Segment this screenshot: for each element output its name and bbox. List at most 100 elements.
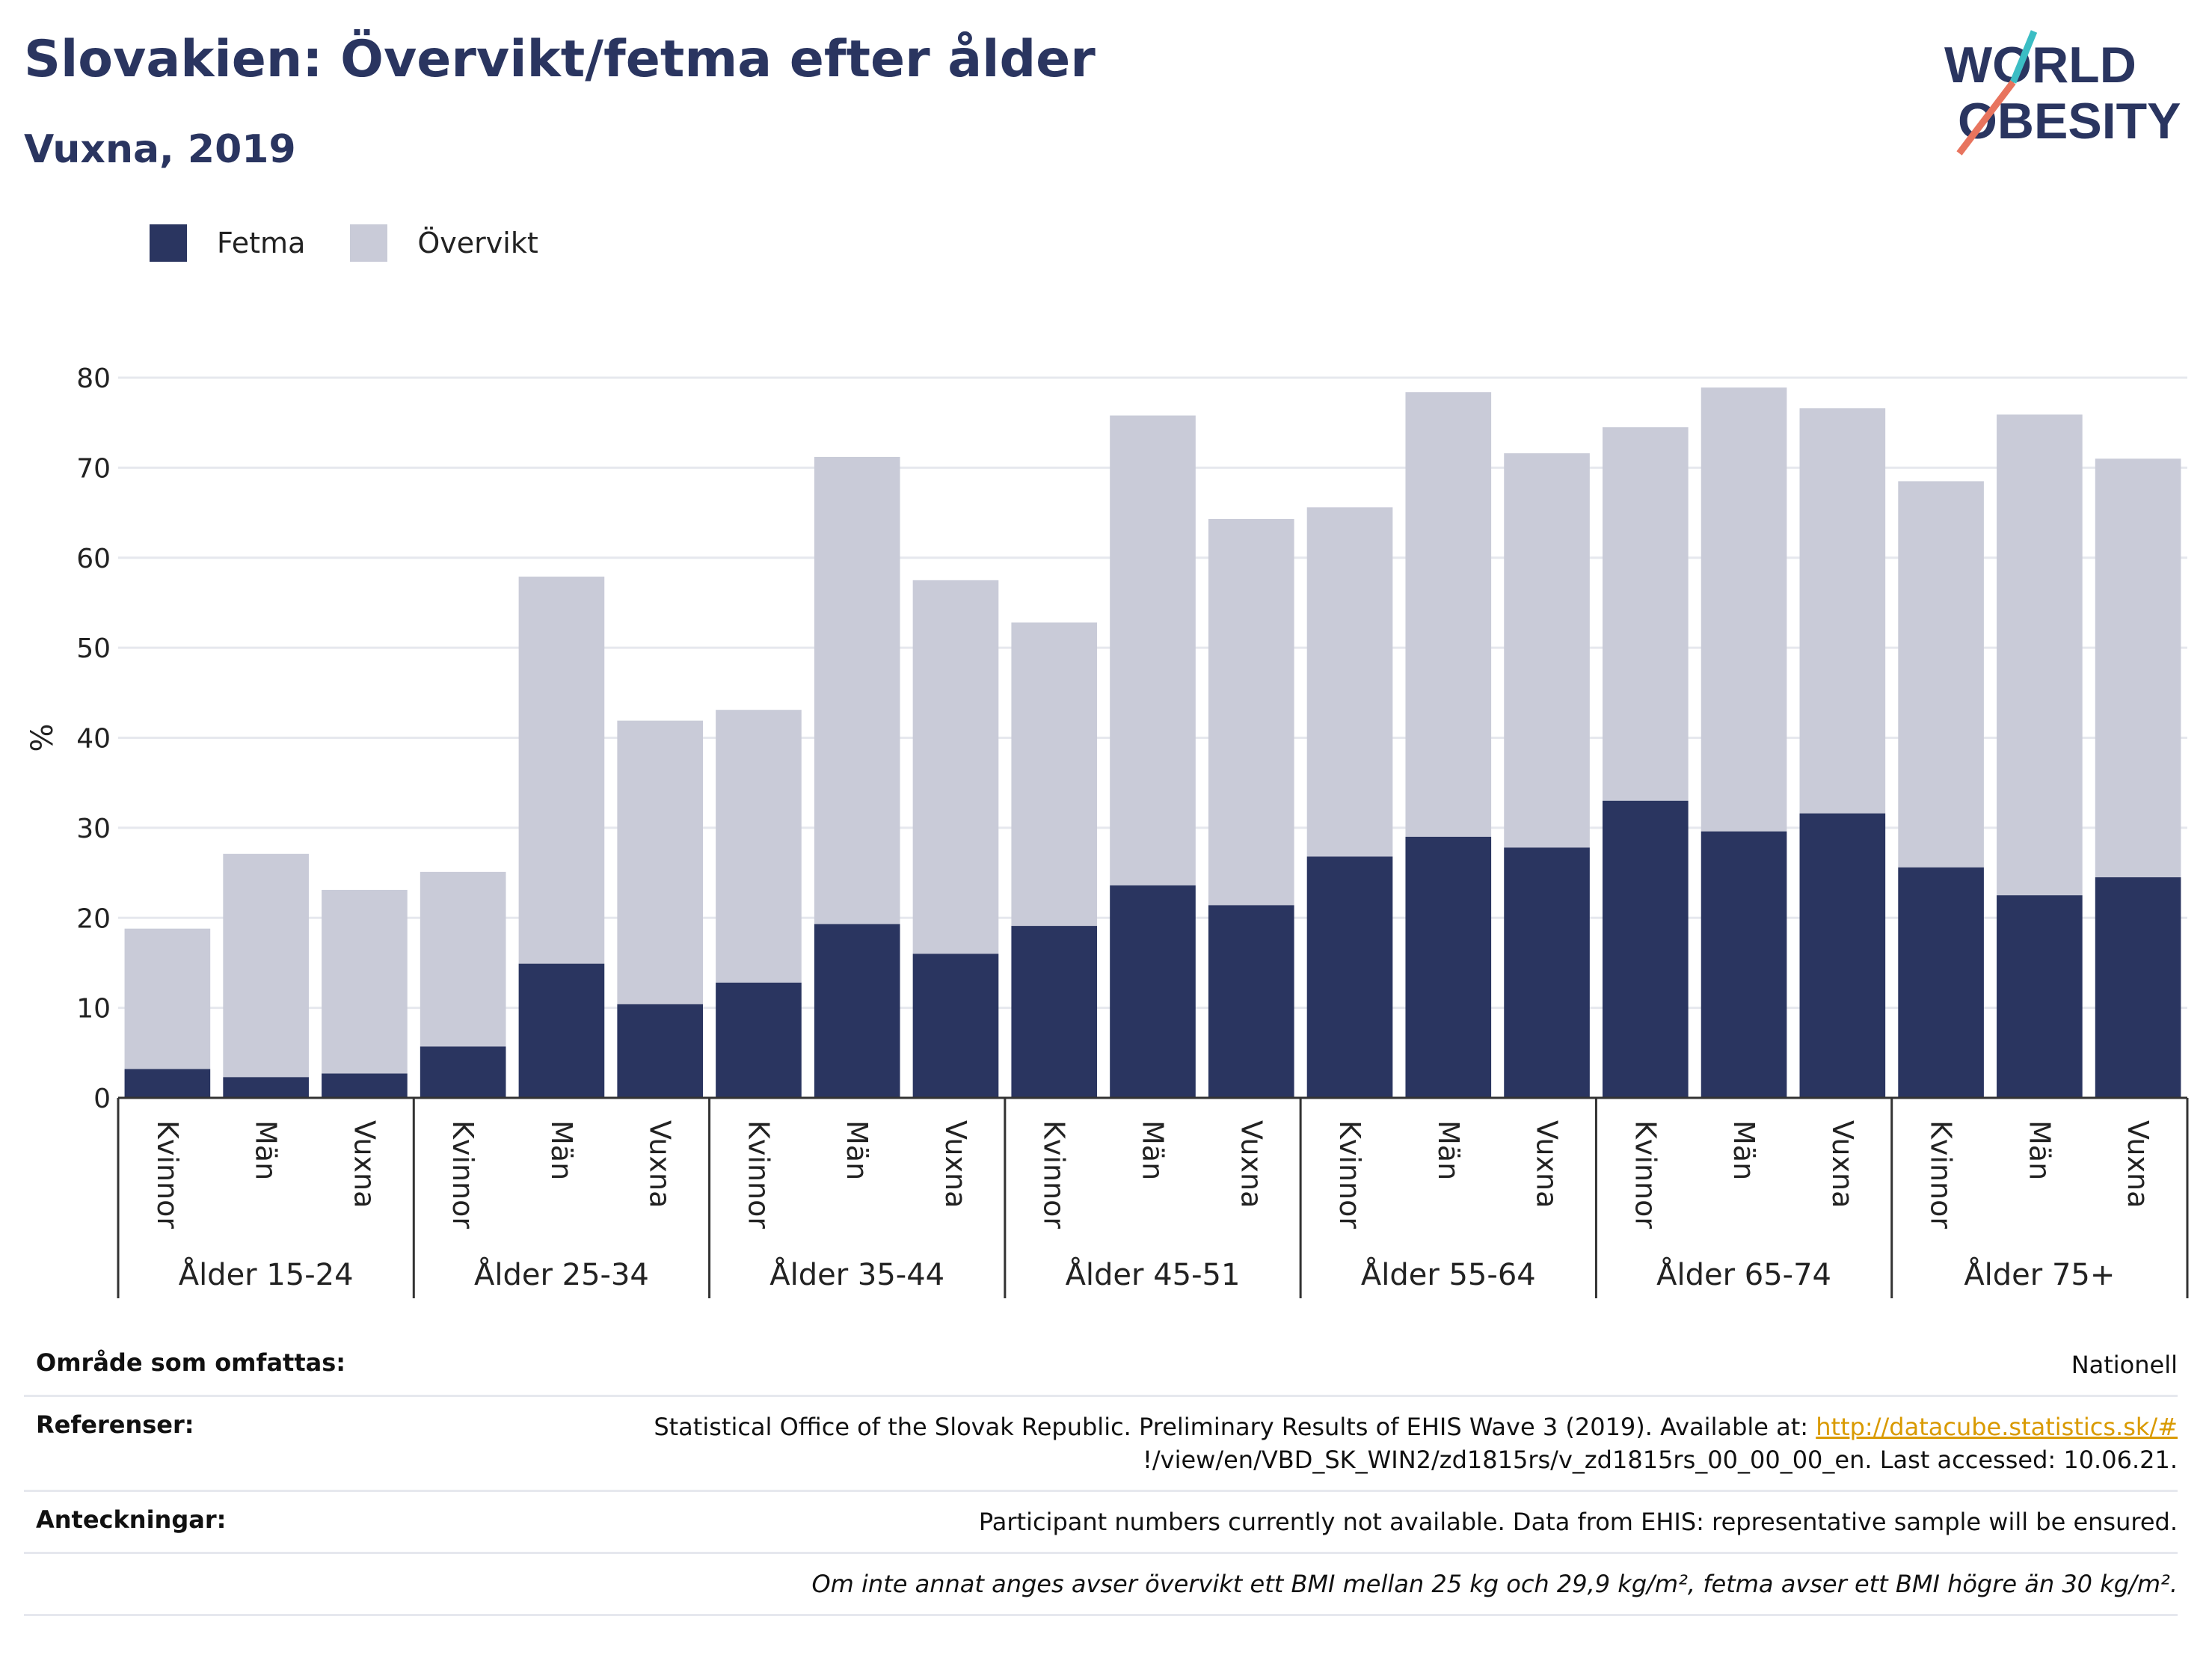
bar-fetma [716,982,802,1098]
x-tick-label: Män [1432,1120,1465,1180]
references-value: Statistical Office of the Slovak Republi… [654,1410,2178,1476]
bar-fetma [518,963,605,1098]
x-tick-label: Kvinnor [1333,1120,1366,1229]
page-subtitle: Vuxna, 2019 [24,127,296,172]
bar-fetma [1306,856,1393,1098]
info-row-footnote: Om inte annat anges avser övervikt ett B… [24,1554,2178,1616]
footnote: Om inte annat anges avser övervikt ett B… [811,1570,2178,1598]
group-label: Ålder 55-64 [1361,1256,1536,1292]
notes-value: Participant numbers currently not availa… [978,1508,2178,1536]
y-tick-label: 40 [76,724,111,755]
bar-fetma [1011,926,1098,1098]
x-tick-label: Kvinnor [1038,1120,1071,1229]
svg-text:OBESITY: OBESITY [1958,93,2181,150]
info-row-notes: Anteckningar: Participant numbers curren… [24,1492,2178,1554]
bar-overvikt [124,928,211,1069]
bar-fetma [1602,800,1689,1098]
bar-overvikt [322,889,408,1074]
bar-fetma [2095,877,2181,1098]
bar-fetma [1799,813,1886,1098]
bar-fetma [1504,847,1590,1098]
legend-swatch-overvikt [350,224,388,262]
bar-overvikt [420,871,506,1047]
x-tick-label: Vuxna [348,1120,381,1208]
notes-label: Anteckningar: [36,1505,227,1534]
x-tick-label: Kvinnor [1925,1120,1958,1229]
x-tick-label: Kvinnor [742,1120,775,1229]
bar-overvikt [1997,414,2083,896]
x-tick-label: Vuxna [2122,1120,2154,1208]
bar-fetma [420,1046,506,1098]
bar-fetma [617,1004,704,1098]
group-label: Ålder 45-51 [1066,1256,1241,1292]
bar-fetma [814,924,900,1098]
group-label: Ålder 65-74 [1656,1256,1831,1292]
bar-fetma [1701,831,1787,1098]
bar-overvikt [1011,622,1098,927]
y-tick-label: 20 [76,903,111,934]
bar-fetma [124,1069,211,1098]
bar-overvikt [1701,387,1787,832]
bar-overvikt [1799,408,1886,814]
legend-label-fetma: Fetma [217,227,306,260]
group-label: Ålder 15-24 [179,1256,354,1292]
info-row-references: Referenser: Statistical Office of the Sl… [24,1397,2178,1492]
y-axis-label: % [25,723,60,752]
x-tick-label: Kvinnor [1629,1120,1662,1229]
y-tick-label: 80 [76,363,111,394]
y-tick-label: 0 [93,1084,111,1114]
y-tick-label: 10 [76,994,111,1025]
bar-overvikt [1208,518,1294,906]
bar-overvikt [1898,481,1984,868]
x-tick-label: Kvinnor [151,1120,184,1229]
references-link[interactable]: http://datacube.statistics.sk/# [1816,1413,2178,1441]
page-title: Slovakien: Övervikt/fetma efter ålder [24,30,1096,89]
group-label: Ålder 25-34 [474,1256,649,1292]
bar-fetma [1208,905,1294,1098]
area-label: Område som omfattas: [36,1348,346,1377]
bar-overvikt [716,710,802,983]
bar-overvikt [1504,453,1590,848]
references-text-2: !/view/en/VBD_SK_WIN2/zd1815rs/v_zd1815r… [1143,1446,2178,1474]
bar-overvikt [2095,458,2181,878]
references-text: Statistical Office of the Slovak Republi… [654,1413,1816,1441]
bar-overvikt [223,853,309,1078]
area-value: Nationell [2071,1351,2178,1379]
bar-overvikt [814,456,900,924]
x-tick-label: Vuxna [644,1120,677,1208]
y-tick-label: 60 [76,544,111,574]
x-tick-label: Vuxna [939,1120,972,1208]
bar-fetma [322,1073,408,1098]
bar-overvikt [1110,415,1196,885]
chart-legend: Fetma Övervikt [150,224,583,262]
bar-overvikt [518,577,605,964]
y-tick-label: 30 [76,814,111,844]
bar-fetma [1898,867,1984,1098]
legend-item-fetma: Fetma [150,224,305,262]
x-tick-label: Kvinnor [446,1120,479,1229]
bar-overvikt [617,720,704,1004]
y-tick-label: 70 [76,453,111,484]
references-label: Referenser: [36,1410,194,1439]
group-label: Ålder 35-44 [769,1256,944,1292]
legend-label-overvikt: Övervikt [417,227,538,260]
group-label: Ålder 75+ [1964,1256,2115,1292]
y-tick-label: 50 [76,633,111,664]
bar-overvikt [1405,392,1492,837]
bar-overvikt [1602,427,1689,801]
bar-fetma [912,954,999,1098]
x-tick-label: Män [2023,1120,2056,1180]
world-obesity-logo: WORLD OBESITY [1944,30,2181,156]
x-tick-label: Män [250,1120,283,1180]
x-tick-label: Män [1727,1120,1760,1180]
bar-fetma [1997,895,2083,1098]
x-tick-label: Vuxna [1235,1120,1268,1208]
bar-fetma [1110,885,1196,1098]
legend-swatch-fetma [150,224,187,262]
svg-text:WORLD: WORLD [1944,37,2136,93]
x-tick-label: Vuxna [1531,1120,1564,1208]
legend-item-overvikt: Övervikt [350,224,538,262]
bar-fetma [223,1077,309,1098]
bar-overvikt [912,580,999,954]
info-table: Område som omfattas: Nationell Referense… [24,1335,2178,1616]
